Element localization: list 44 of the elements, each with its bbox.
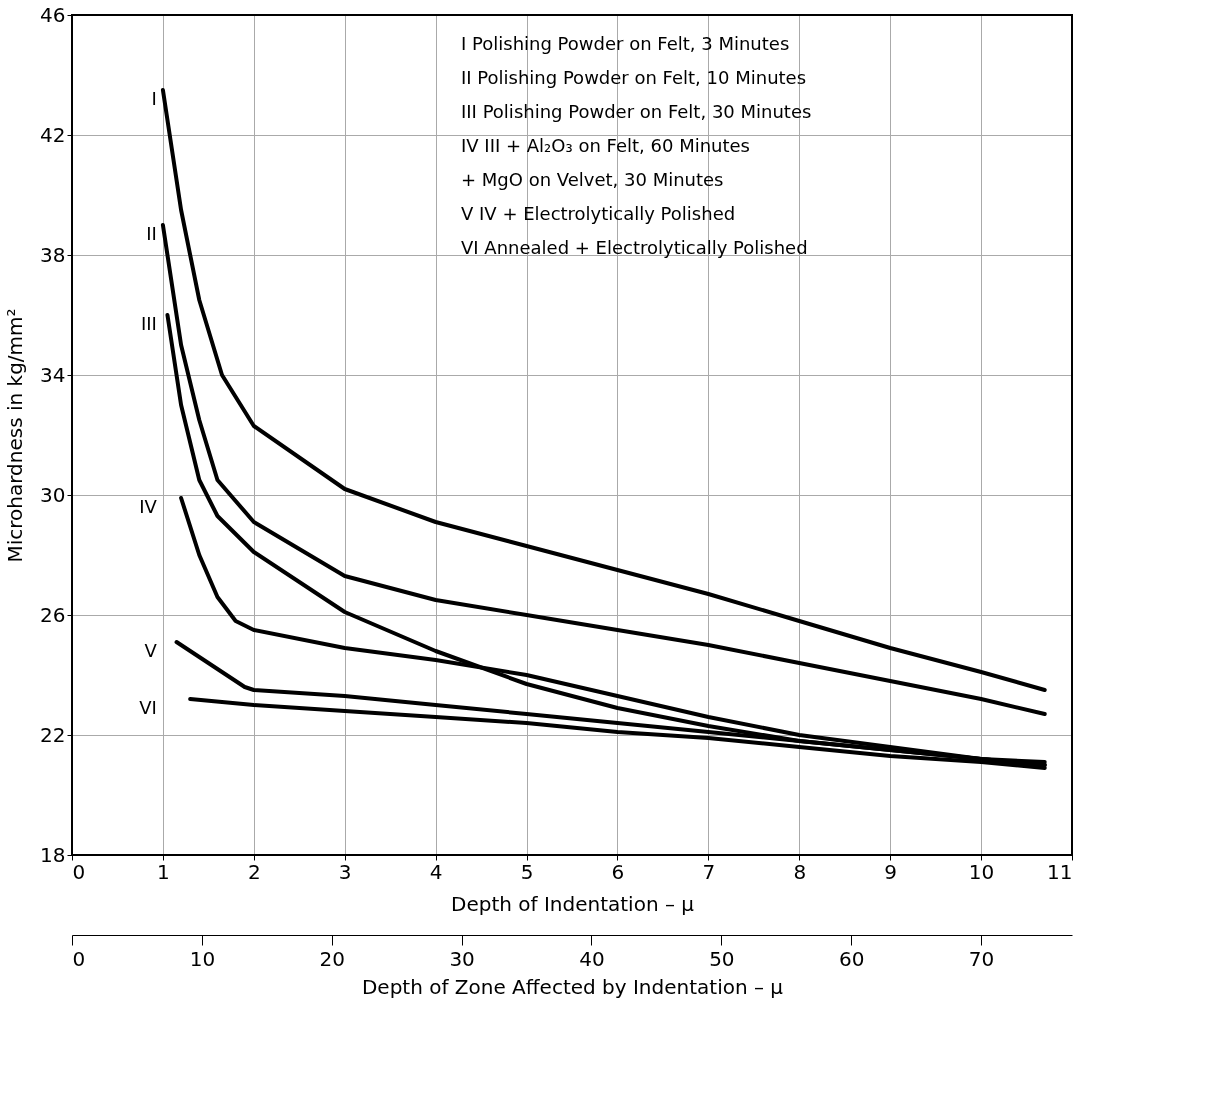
series-label: VI — [139, 697, 157, 718]
x2-tick-label: 0 — [72, 946, 86, 971]
x2-tick-label: 70 — [968, 946, 995, 971]
y-tick-label: 46 — [40, 2, 66, 27]
annotation: VI Annealed + Electrolytically Polished — [461, 237, 808, 258]
x2-tick-label: 40 — [579, 946, 605, 971]
annotation: IV III + Al₂O₃ on Felt, 60 Minutes — [461, 135, 751, 156]
x-tick-label: 6 — [611, 859, 625, 884]
x-tick-label: 0 — [72, 859, 86, 884]
annotation: V IV + Electrolytically Polished — [461, 203, 736, 224]
y-tick-label: 26 — [40, 602, 66, 627]
x-tick-label: 3 — [338, 859, 352, 884]
y-tick-label: 34 — [40, 362, 66, 387]
y-axis-title: Microhardness in kg/mm² — [3, 308, 28, 563]
x-tick-label: 5 — [520, 859, 534, 884]
x-tick-label: 9 — [884, 859, 898, 884]
y-tick-label: 22 — [40, 722, 66, 747]
series-label: I — [151, 88, 157, 109]
x-tick-label: 8 — [793, 859, 807, 884]
x-tick-label: 1 — [157, 859, 170, 884]
series-label: II — [146, 223, 157, 244]
x2-tick-label: 60 — [838, 946, 865, 971]
y-tick-label: 30 — [40, 482, 66, 507]
series-label: V — [144, 640, 158, 661]
x-tick-label: 4 — [429, 859, 443, 884]
x2-tick-label: 20 — [319, 946, 345, 971]
annotation: III Polishing Powder on Felt, 30 Minutes — [461, 101, 812, 122]
y-tick-label: 38 — [40, 242, 66, 267]
annotation: + MgO on Velvet, 30 Minutes — [461, 169, 724, 190]
x2-tick-label: 50 — [709, 946, 735, 971]
x2-tick-label: 10 — [189, 946, 216, 971]
x-axis-title: Depth of Indentation – μ — [450, 891, 695, 916]
annotation: II Polishing Powder on Felt, 10 Minutes — [461, 67, 807, 88]
x-tick-label: 11 — [1047, 859, 1073, 884]
y-tick-label: 42 — [40, 122, 66, 147]
x2-tick-label: 30 — [449, 946, 475, 971]
series-label: IV — [139, 496, 158, 517]
series-label: III — [140, 313, 157, 334]
x-tick-label: 2 — [247, 859, 261, 884]
x2-axis-title: Depth of Zone Affected by Indentation – μ — [361, 974, 784, 999]
x-tick-label: 10 — [968, 859, 995, 884]
annotation: I Polishing Powder on Felt, 3 Minutes — [461, 33, 790, 54]
x-tick-label: 7 — [702, 859, 716, 884]
y-tick-label: 18 — [40, 842, 66, 867]
